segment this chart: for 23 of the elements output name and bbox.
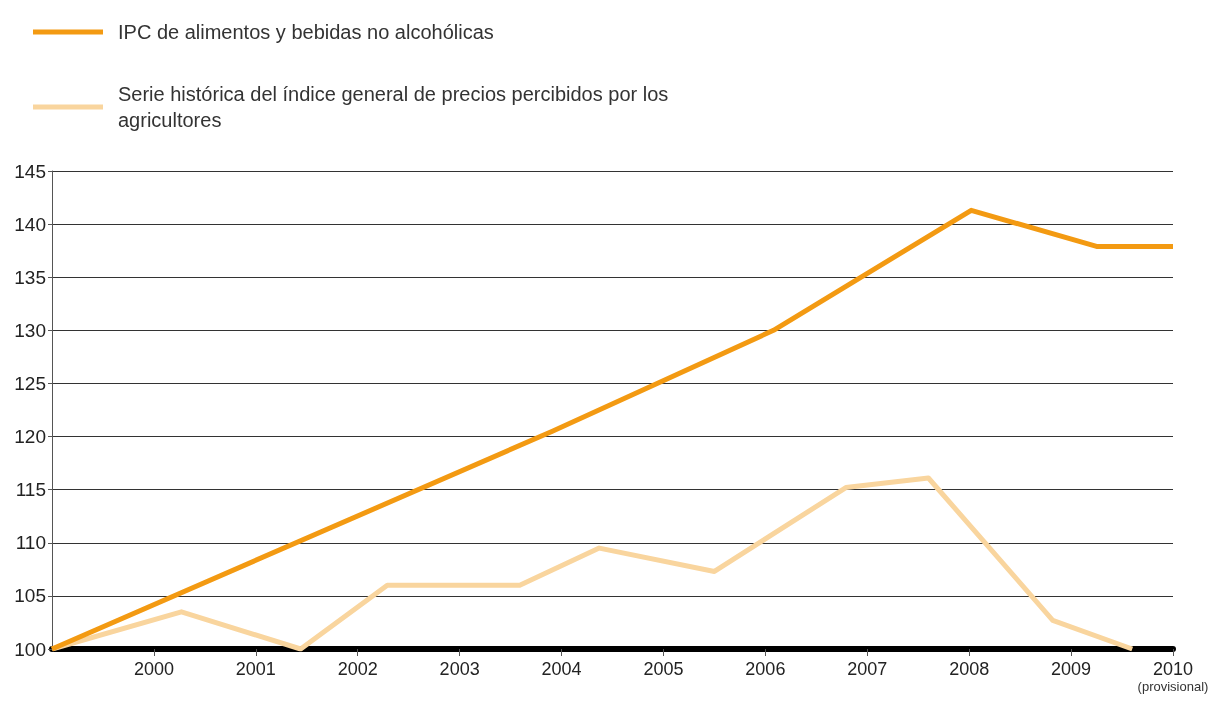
y-tick-label: 135 [14, 266, 46, 288]
y-tick-label: 125 [14, 372, 46, 394]
x-tick-label: 2003 [439, 659, 480, 679]
y-tick-label: 115 [15, 479, 46, 501]
x-tick-label: 2002 [337, 659, 378, 679]
y-tick-label: 145 [14, 160, 46, 182]
y-tick-label: 100 [14, 638, 46, 660]
x-tick-label: 2010 (provisional) [1137, 659, 1209, 694]
y-tick-label: 105 [14, 585, 46, 607]
y-tick-label: 140 [14, 213, 46, 235]
x-tick-label: 2006 [745, 659, 786, 679]
x-tick-label: 2004 [541, 659, 582, 679]
y-tick-label: 110 [15, 532, 46, 554]
x-tick-label: 2001 [235, 659, 276, 679]
x-tick-label: 2008 [949, 659, 990, 679]
x-tick-label: 2007 [847, 659, 888, 679]
x-tick-label: 2000 [133, 659, 174, 679]
x-tick-label: 2009 [1051, 659, 1092, 679]
legend-label: IPC de alimentos y bebidas no alcohólicas [118, 21, 494, 43]
legend-label: Serie histórica del índice general de precios percibidos por los agricultores [118, 83, 674, 131]
y-tick-label: 120 [14, 426, 46, 448]
x-tick-label: 2005 [643, 659, 684, 679]
y-tick-label: 130 [14, 319, 46, 341]
